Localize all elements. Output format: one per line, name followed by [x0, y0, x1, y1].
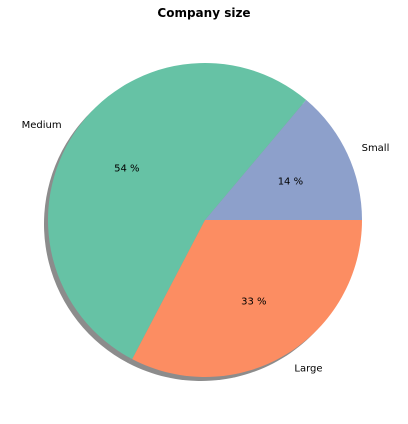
chart-title: Company size [157, 6, 250, 20]
slice-label-small: Small [362, 143, 390, 154]
pct-label-large: 33 % [241, 297, 266, 308]
slice-label-large: Large [294, 364, 322, 375]
slice-label-medium: Medium [22, 120, 62, 131]
pct-label-small: 14 % [278, 176, 303, 187]
pct-label-medium: 54 % [114, 164, 139, 175]
pie-slices [48, 63, 362, 377]
